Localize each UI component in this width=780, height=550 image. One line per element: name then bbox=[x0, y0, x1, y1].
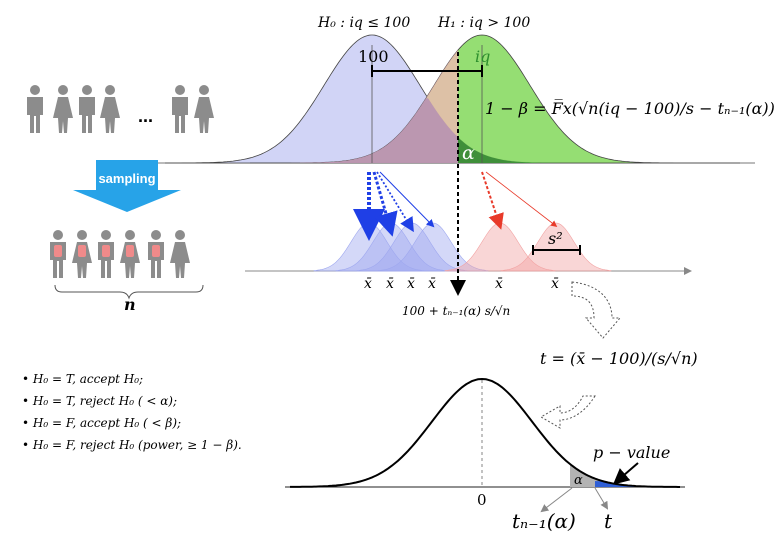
t-statistic-formula: t = (x̄ − 100)/(s/√n) bbox=[540, 349, 698, 368]
curved-arrow-to-t bbox=[571, 281, 622, 339]
female-person-icon bbox=[170, 230, 190, 278]
sampling-arrow-line bbox=[379, 171, 435, 228]
population-group bbox=[27, 85, 214, 133]
sampling-arrow: sampling bbox=[73, 160, 181, 212]
bottom-alpha-label: α bbox=[574, 473, 583, 488]
decision-list: • H₀ = T, accept H₀; • H₀ = T, reject H₀… bbox=[22, 372, 242, 452]
curved-arrow-to-t-dist bbox=[540, 395, 596, 429]
sample-size-label: n bbox=[124, 295, 136, 314]
population-ellipsis: ... bbox=[138, 106, 153, 126]
decision-item: • H₀ = T, accept H₀; bbox=[22, 372, 143, 386]
xbar-label: x̄ bbox=[428, 276, 436, 292]
sampling-arrow-line bbox=[485, 171, 558, 227]
t-crit-pointer bbox=[540, 487, 573, 513]
sampling-distributions: x̄ x̄ x̄ x̄ x̄ x̄ s² 100 + tₙ₋₁(α) s/√n bbox=[245, 52, 692, 318]
female-person-icon bbox=[194, 85, 214, 133]
decision-item: • H₀ = F, accept H₀ ( < β); bbox=[22, 416, 181, 430]
bottom-panel: 0 α p − value tₙ₋₁(α) t bbox=[285, 377, 685, 533]
t-pointer bbox=[594, 487, 609, 510]
sample-group bbox=[50, 230, 190, 278]
xbar-label: x̄ bbox=[407, 276, 415, 292]
p-value-pointer bbox=[612, 462, 639, 485]
h1-hypothesis-label: H₁ : iq > 100 bbox=[437, 15, 530, 31]
h0-mean-label: 100 bbox=[358, 47, 389, 66]
sample-brace bbox=[54, 284, 204, 300]
female-person-icon bbox=[100, 85, 120, 133]
sampling-arrow-line bbox=[372, 171, 398, 237]
xbar-label: x̄ bbox=[386, 276, 394, 292]
alpha-region-label: α bbox=[462, 142, 475, 164]
decision-item: • H₀ = T, reject H₀ ( < α); bbox=[22, 394, 177, 408]
female-person-icon bbox=[53, 85, 73, 133]
p-value-label: p − value bbox=[593, 443, 670, 462]
xbar-label: x̄ bbox=[495, 276, 503, 292]
sampling-label: sampling bbox=[98, 171, 155, 186]
t-density-curve bbox=[290, 377, 680, 488]
overlap-beta-region bbox=[290, 98, 458, 163]
decision-item: • H₀ = F, reject H₀ (power, ≥ 1 − β). bbox=[22, 438, 242, 452]
male-person-icon bbox=[148, 230, 164, 278]
male-person-icon bbox=[27, 85, 43, 133]
h0-hypothesis-label: H₀ : iq ≤ 100 bbox=[317, 15, 410, 31]
t-label: t bbox=[604, 509, 613, 533]
critical-threshold-label: 100 + tₙ₋₁(α) s/√n bbox=[402, 304, 510, 318]
alpha-region bbox=[458, 137, 560, 163]
female-person-icon bbox=[72, 230, 92, 278]
male-person-icon bbox=[98, 230, 114, 278]
male-person-icon bbox=[172, 85, 188, 133]
sampling-arrow-shape bbox=[73, 160, 181, 212]
female-person-icon bbox=[120, 230, 140, 278]
top-panel: H₀ : iq ≤ 100 H₁ : iq > 100 100 iq α 1 −… bbox=[155, 15, 775, 164]
power-formula: 1 − β = F̅x(√n(iq − 100)/s − tₙ₋₁(α)) bbox=[485, 98, 775, 118]
xbar-label: x̄ bbox=[551, 276, 559, 292]
h1-mean-label: iq bbox=[475, 47, 490, 66]
zero-label: 0 bbox=[477, 491, 487, 509]
sampling-arrow-line bbox=[481, 171, 504, 230]
male-person-icon bbox=[50, 230, 66, 278]
male-person-icon bbox=[79, 85, 95, 133]
p-value-region bbox=[595, 481, 680, 487]
t-critical-label: tₙ₋₁(α) bbox=[512, 509, 576, 533]
sampling-arrow-line bbox=[376, 171, 414, 233]
variance-label: s² bbox=[548, 229, 563, 248]
xbar-label: x̄ bbox=[364, 276, 372, 292]
